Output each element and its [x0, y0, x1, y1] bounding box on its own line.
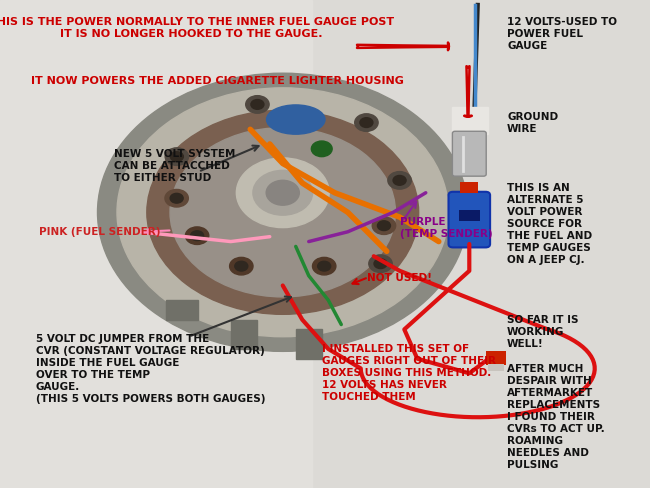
- Bar: [488, 364, 504, 371]
- Text: 12 VOLTS-USED TO
POWER FUEL
GAUGE: 12 VOLTS-USED TO POWER FUEL GAUGE: [507, 17, 617, 51]
- Circle shape: [185, 227, 209, 244]
- Text: IT NOW POWERS THE ADDED CIGARETTE LIGHTER HOUSING: IT NOW POWERS THE ADDED CIGARETTE LIGHTE…: [31, 76, 404, 85]
- Circle shape: [360, 118, 373, 127]
- Circle shape: [246, 96, 269, 113]
- Circle shape: [165, 189, 188, 207]
- Circle shape: [170, 128, 395, 297]
- Text: THIS IS THE POWER NORMALLY TO THE INNER FUEL GAUGE POST
IT IS NO LONGER HOOKED T: THIS IS THE POWER NORMALLY TO THE INNER …: [0, 17, 395, 39]
- Circle shape: [313, 257, 336, 275]
- Circle shape: [229, 257, 253, 275]
- Bar: [296, 329, 322, 359]
- Circle shape: [117, 88, 448, 337]
- Bar: [460, 182, 478, 193]
- Circle shape: [369, 255, 392, 272]
- Text: AFTER MUCH
DESPAIR WITH
AFTERMARKET
REPLACEMENTS
I FOUND THEIR
CVRs TO ACT UP.
R: AFTER MUCH DESPAIR WITH AFTERMARKET REPL…: [507, 364, 604, 469]
- Bar: [486, 351, 506, 365]
- Text: NOT USED!: NOT USED!: [367, 273, 432, 283]
- Circle shape: [253, 170, 313, 215]
- Circle shape: [237, 158, 329, 227]
- Circle shape: [165, 148, 188, 165]
- Bar: [452, 107, 488, 134]
- Circle shape: [147, 110, 419, 314]
- Bar: [0, 0, 312, 488]
- Text: I INSTALLED THIS SET OF
GAUGES RIGHT OUT OF THEIR
BOXES USING THIS METHOD.
12 VO: I INSTALLED THIS SET OF GAUGES RIGHT OUT…: [322, 344, 496, 402]
- Text: THIS IS AN
ALTERNATE 5
VOLT POWER
SOURCE FOR
THE FUEL AND
TEMP GAUGES
ON A JEEP : THIS IS AN ALTERNATE 5 VOLT POWER SOURCE…: [507, 183, 592, 265]
- Text: NEW 5 VOLT SYSTEM
CAN BE ATTACCHED
TO EITHER STUD: NEW 5 VOLT SYSTEM CAN BE ATTACCHED TO EI…: [114, 149, 235, 183]
- Text: GROUND
WIRE: GROUND WIRE: [507, 112, 558, 134]
- Circle shape: [266, 180, 299, 205]
- Text: PINK (FUEL SENDER): PINK (FUEL SENDER): [39, 227, 161, 237]
- Text: 5 VOLT DC JUMPER FROM THE
CVR (CONSTANT VOLTAGE REGULATOR)
INSIDE THE FUEL GAUGE: 5 VOLT DC JUMPER FROM THE CVR (CONSTANT …: [36, 334, 265, 404]
- Circle shape: [378, 221, 391, 230]
- FancyBboxPatch shape: [452, 131, 486, 176]
- Circle shape: [98, 73, 468, 351]
- Circle shape: [190, 231, 203, 241]
- Circle shape: [372, 217, 396, 234]
- Circle shape: [393, 176, 406, 185]
- Circle shape: [170, 152, 183, 162]
- Circle shape: [170, 193, 183, 203]
- Circle shape: [355, 114, 378, 131]
- Circle shape: [318, 261, 331, 271]
- Bar: [459, 210, 480, 221]
- Ellipse shape: [266, 105, 325, 134]
- Circle shape: [251, 100, 264, 109]
- Circle shape: [374, 259, 387, 268]
- FancyBboxPatch shape: [448, 192, 490, 247]
- Bar: [231, 320, 257, 349]
- Text: PURPLE
(TEMP SENDER): PURPLE (TEMP SENDER): [400, 217, 493, 239]
- Bar: [166, 300, 198, 320]
- Text: SO FAR IT IS
WORKING
WELL!: SO FAR IT IS WORKING WELL!: [507, 315, 578, 349]
- Circle shape: [311, 141, 332, 157]
- Circle shape: [235, 261, 248, 271]
- Circle shape: [388, 172, 411, 189]
